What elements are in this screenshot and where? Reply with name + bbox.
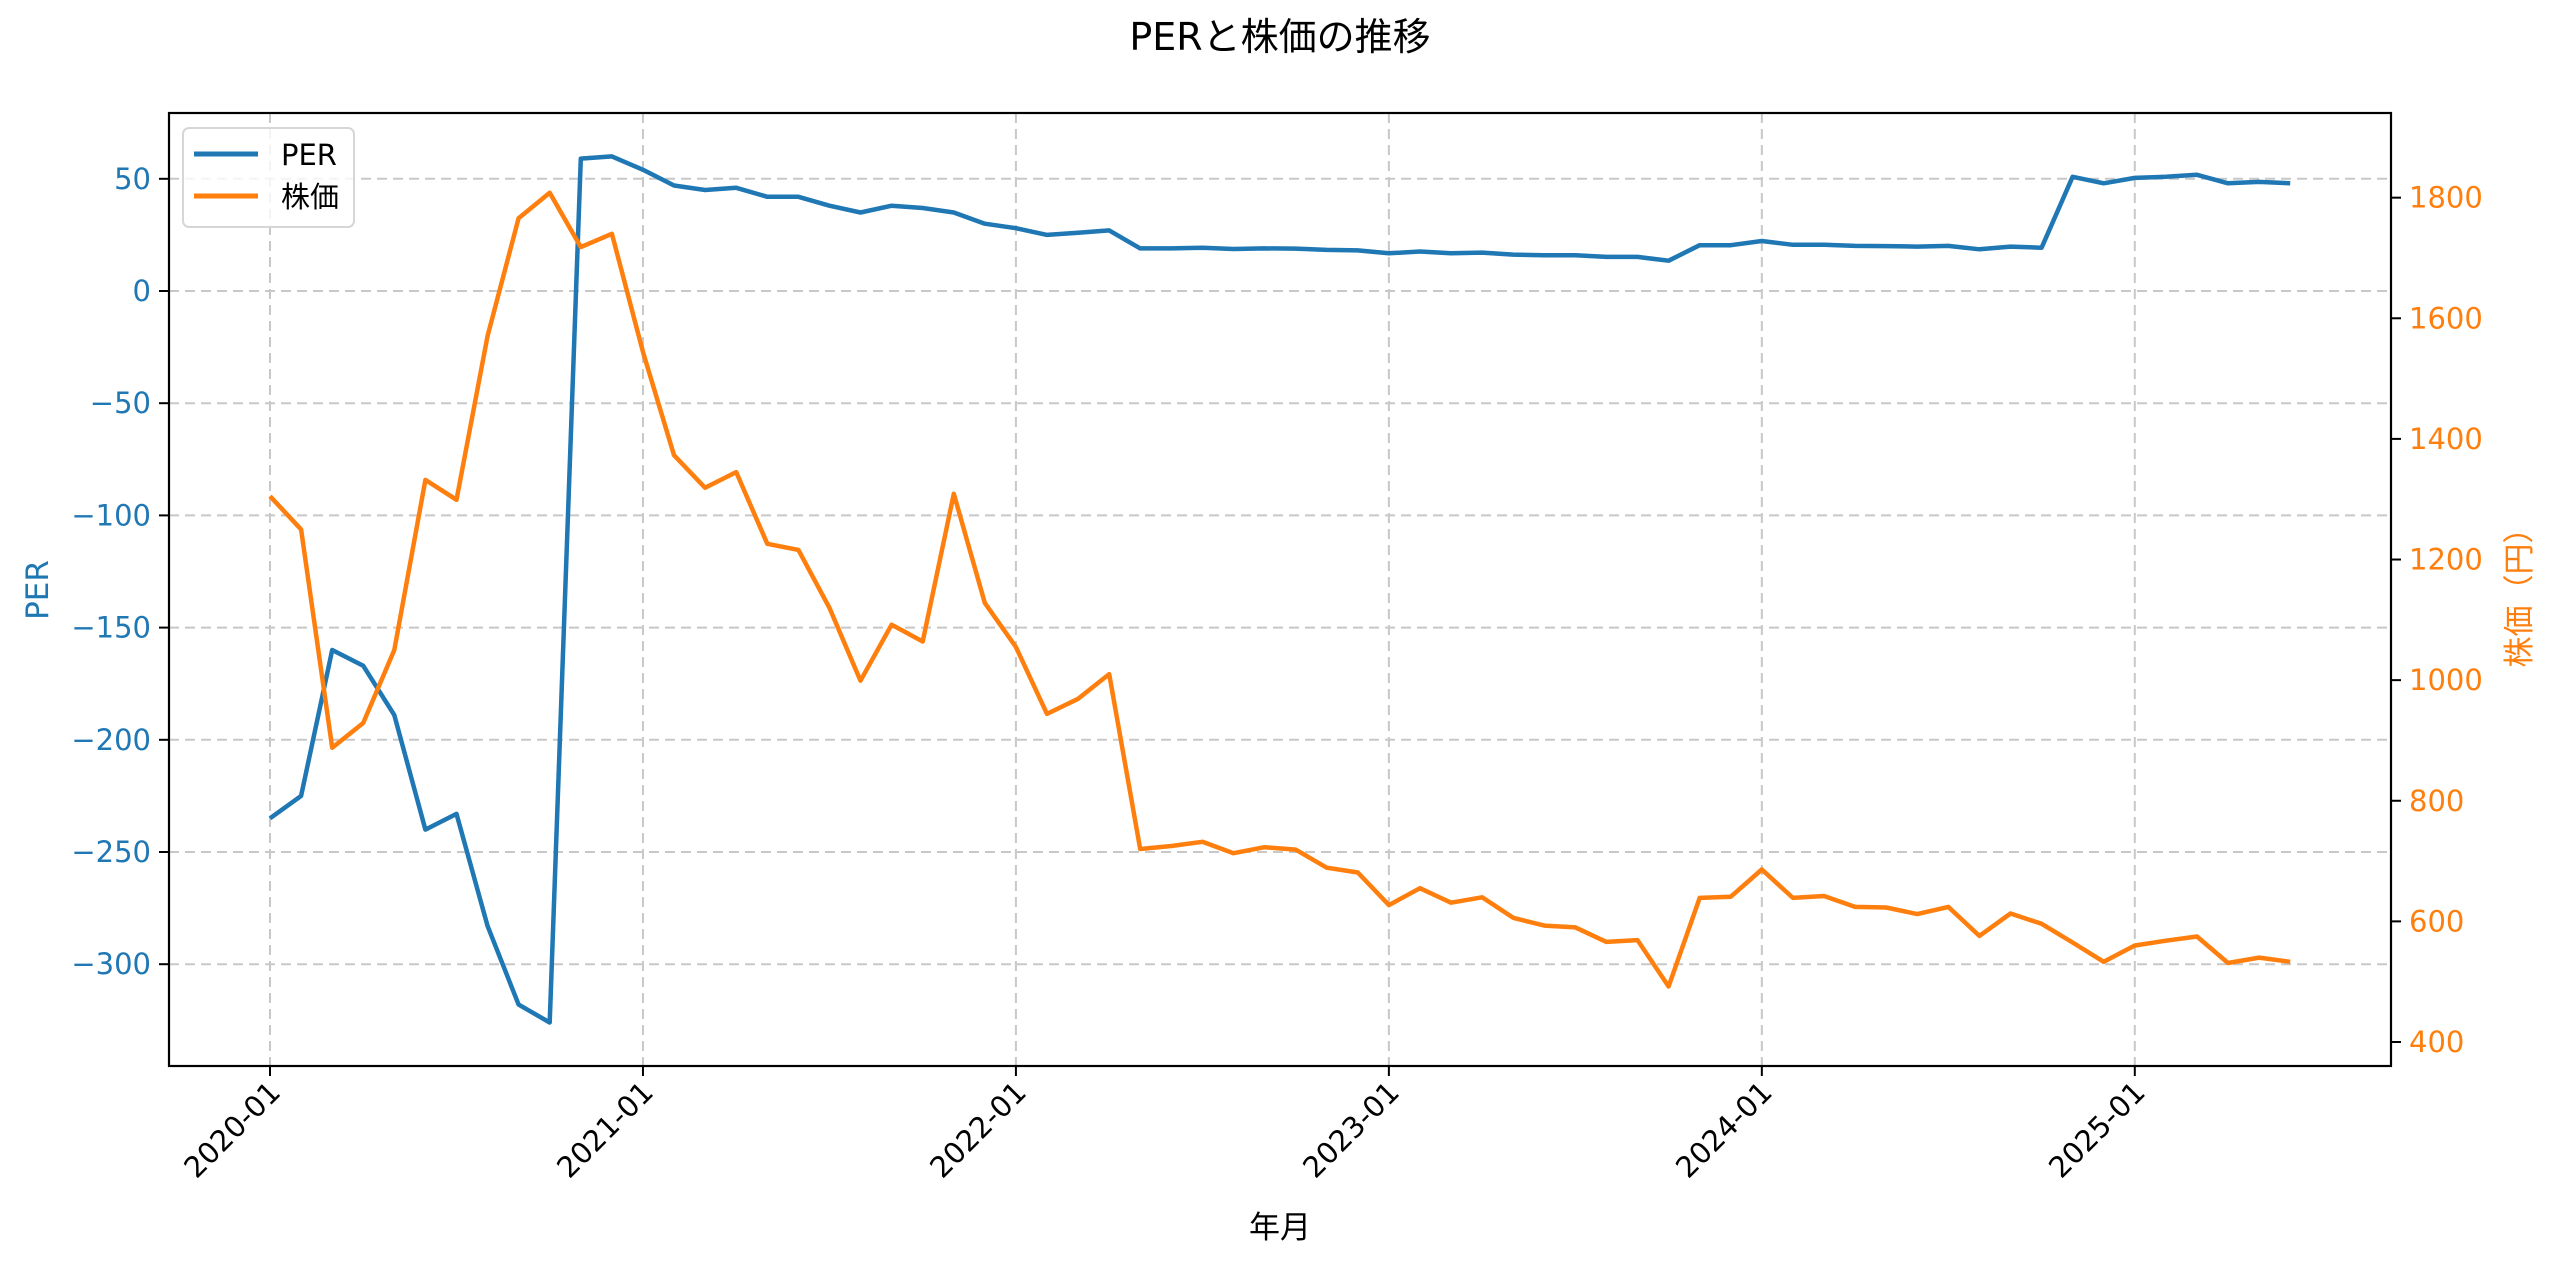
x-tick-label: 2024-01: [1669, 1075, 1779, 1185]
right-tick-label: 1400: [2409, 422, 2483, 456]
left-axis-ticks: 50 0 −50 −100 −150 −200 −250 −300: [71, 162, 169, 981]
right-tick-label: 400: [2409, 1025, 2464, 1059]
right-tick-label: 1800: [2409, 181, 2483, 215]
chart-title: PERと株価の推移: [1129, 15, 1430, 59]
per-line: [268, 154, 2291, 1025]
left-axis-label: PER: [20, 560, 56, 620]
x-tick-label: 2022-01: [923, 1075, 1033, 1185]
left-tick-label: −50: [90, 386, 151, 420]
plot-frame: [167, 111, 2393, 1068]
right-tick-label: 1600: [2409, 301, 2483, 335]
left-tick-label: −100: [71, 498, 151, 532]
right-tick-label: 1200: [2409, 543, 2483, 577]
right-tick-label: 1000: [2409, 663, 2483, 697]
grid-lines: [169, 113, 2391, 1066]
x-tick-label: 2023-01: [1296, 1075, 1406, 1185]
legend-price-label: 株価: [281, 180, 339, 214]
left-tick-label: −150: [71, 611, 151, 645]
left-tick-label: −250: [71, 835, 151, 869]
right-axis-ticks: 400 600 800 1000 1200 1400 1600 1800: [2391, 181, 2483, 1059]
right-tick-label: 600: [2409, 904, 2464, 938]
price-line: [268, 190, 2291, 989]
legend-per-label: PER: [281, 138, 337, 172]
legend: PER 株価: [182, 127, 355, 228]
series-layer: [268, 154, 2291, 1025]
left-tick-label: −200: [71, 723, 151, 757]
left-tick-label: 0: [133, 274, 151, 308]
x-tick-label: 2020-01: [177, 1075, 287, 1185]
x-tick-label: 2021-01: [550, 1075, 660, 1185]
x-axis-label: 年月: [1249, 1210, 1311, 1246]
right-tick-label: 800: [2409, 784, 2464, 818]
x-axis-ticks: 2020-01 2021-01 2022-01 2023-01 2024-01 2025-…: [177, 1066, 2152, 1185]
left-tick-label: 50: [114, 162, 151, 196]
right-axis-label: 株価（円）: [2502, 513, 2538, 668]
left-tick-label: −300: [71, 947, 151, 981]
x-tick-label: 2025-01: [2042, 1075, 2152, 1185]
